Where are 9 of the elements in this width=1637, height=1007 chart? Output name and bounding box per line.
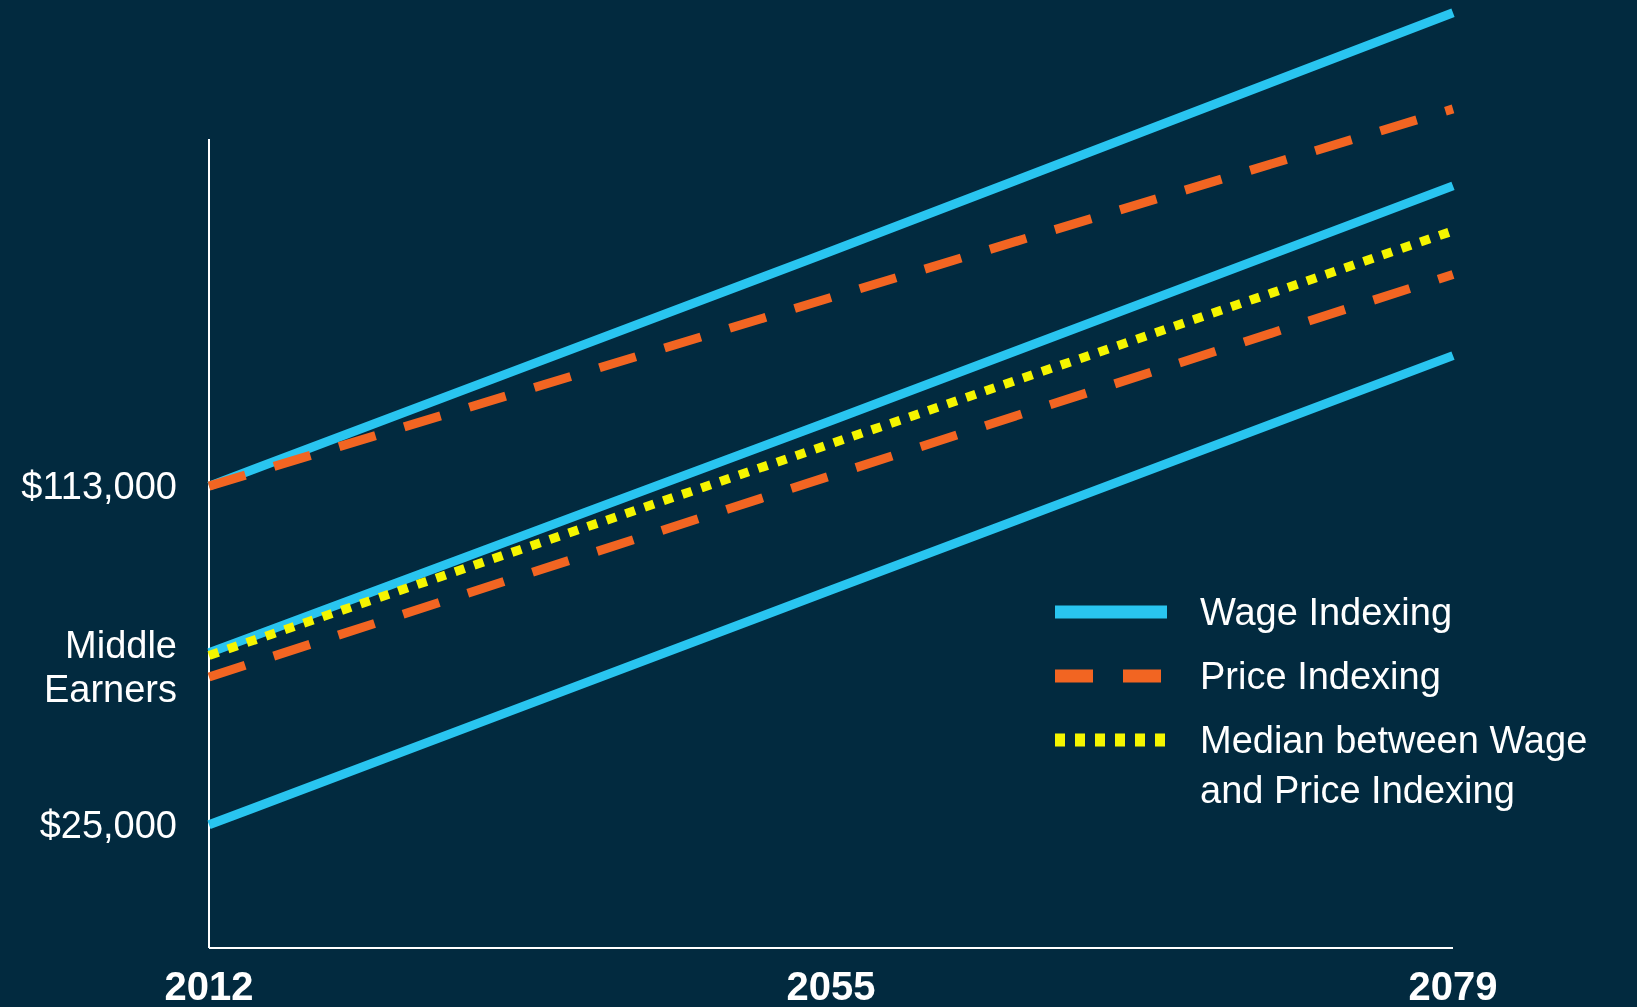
legend-label: Wage Indexing (1200, 591, 1453, 633)
y-tick-label: Middle Earners (43, 624, 177, 711)
x-tick-label: 2012 (164, 964, 254, 1007)
y-tick-label: $113,000 (21, 465, 177, 508)
x-tick-label: 2055 (786, 964, 876, 1007)
legend-label: Median between Wage and Price Indexing (1200, 719, 1588, 811)
y-tick-label: $25,000 (39, 803, 177, 846)
legend-label: Price Indexing (1200, 655, 1441, 697)
x-tick-label: 2079 (1408, 964, 1498, 1007)
